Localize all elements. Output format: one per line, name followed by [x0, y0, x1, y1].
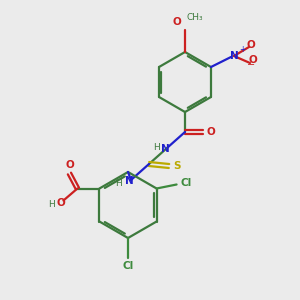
Text: H: H	[116, 179, 122, 188]
Text: N: N	[230, 51, 238, 61]
Text: O: O	[56, 197, 65, 208]
Text: +: +	[239, 46, 245, 55]
Text: S: S	[173, 161, 181, 171]
Text: −: −	[247, 60, 255, 70]
Text: H: H	[48, 200, 55, 209]
Text: N: N	[124, 176, 134, 186]
Text: N: N	[160, 144, 169, 154]
Text: H: H	[154, 143, 160, 152]
Text: O: O	[65, 160, 74, 170]
Text: CH₃: CH₃	[187, 14, 203, 22]
Text: O: O	[249, 55, 257, 65]
Text: O: O	[247, 40, 255, 50]
Text: Cl: Cl	[122, 261, 134, 271]
Text: O: O	[207, 127, 215, 137]
Text: O: O	[172, 17, 182, 27]
Text: Cl: Cl	[181, 178, 192, 188]
